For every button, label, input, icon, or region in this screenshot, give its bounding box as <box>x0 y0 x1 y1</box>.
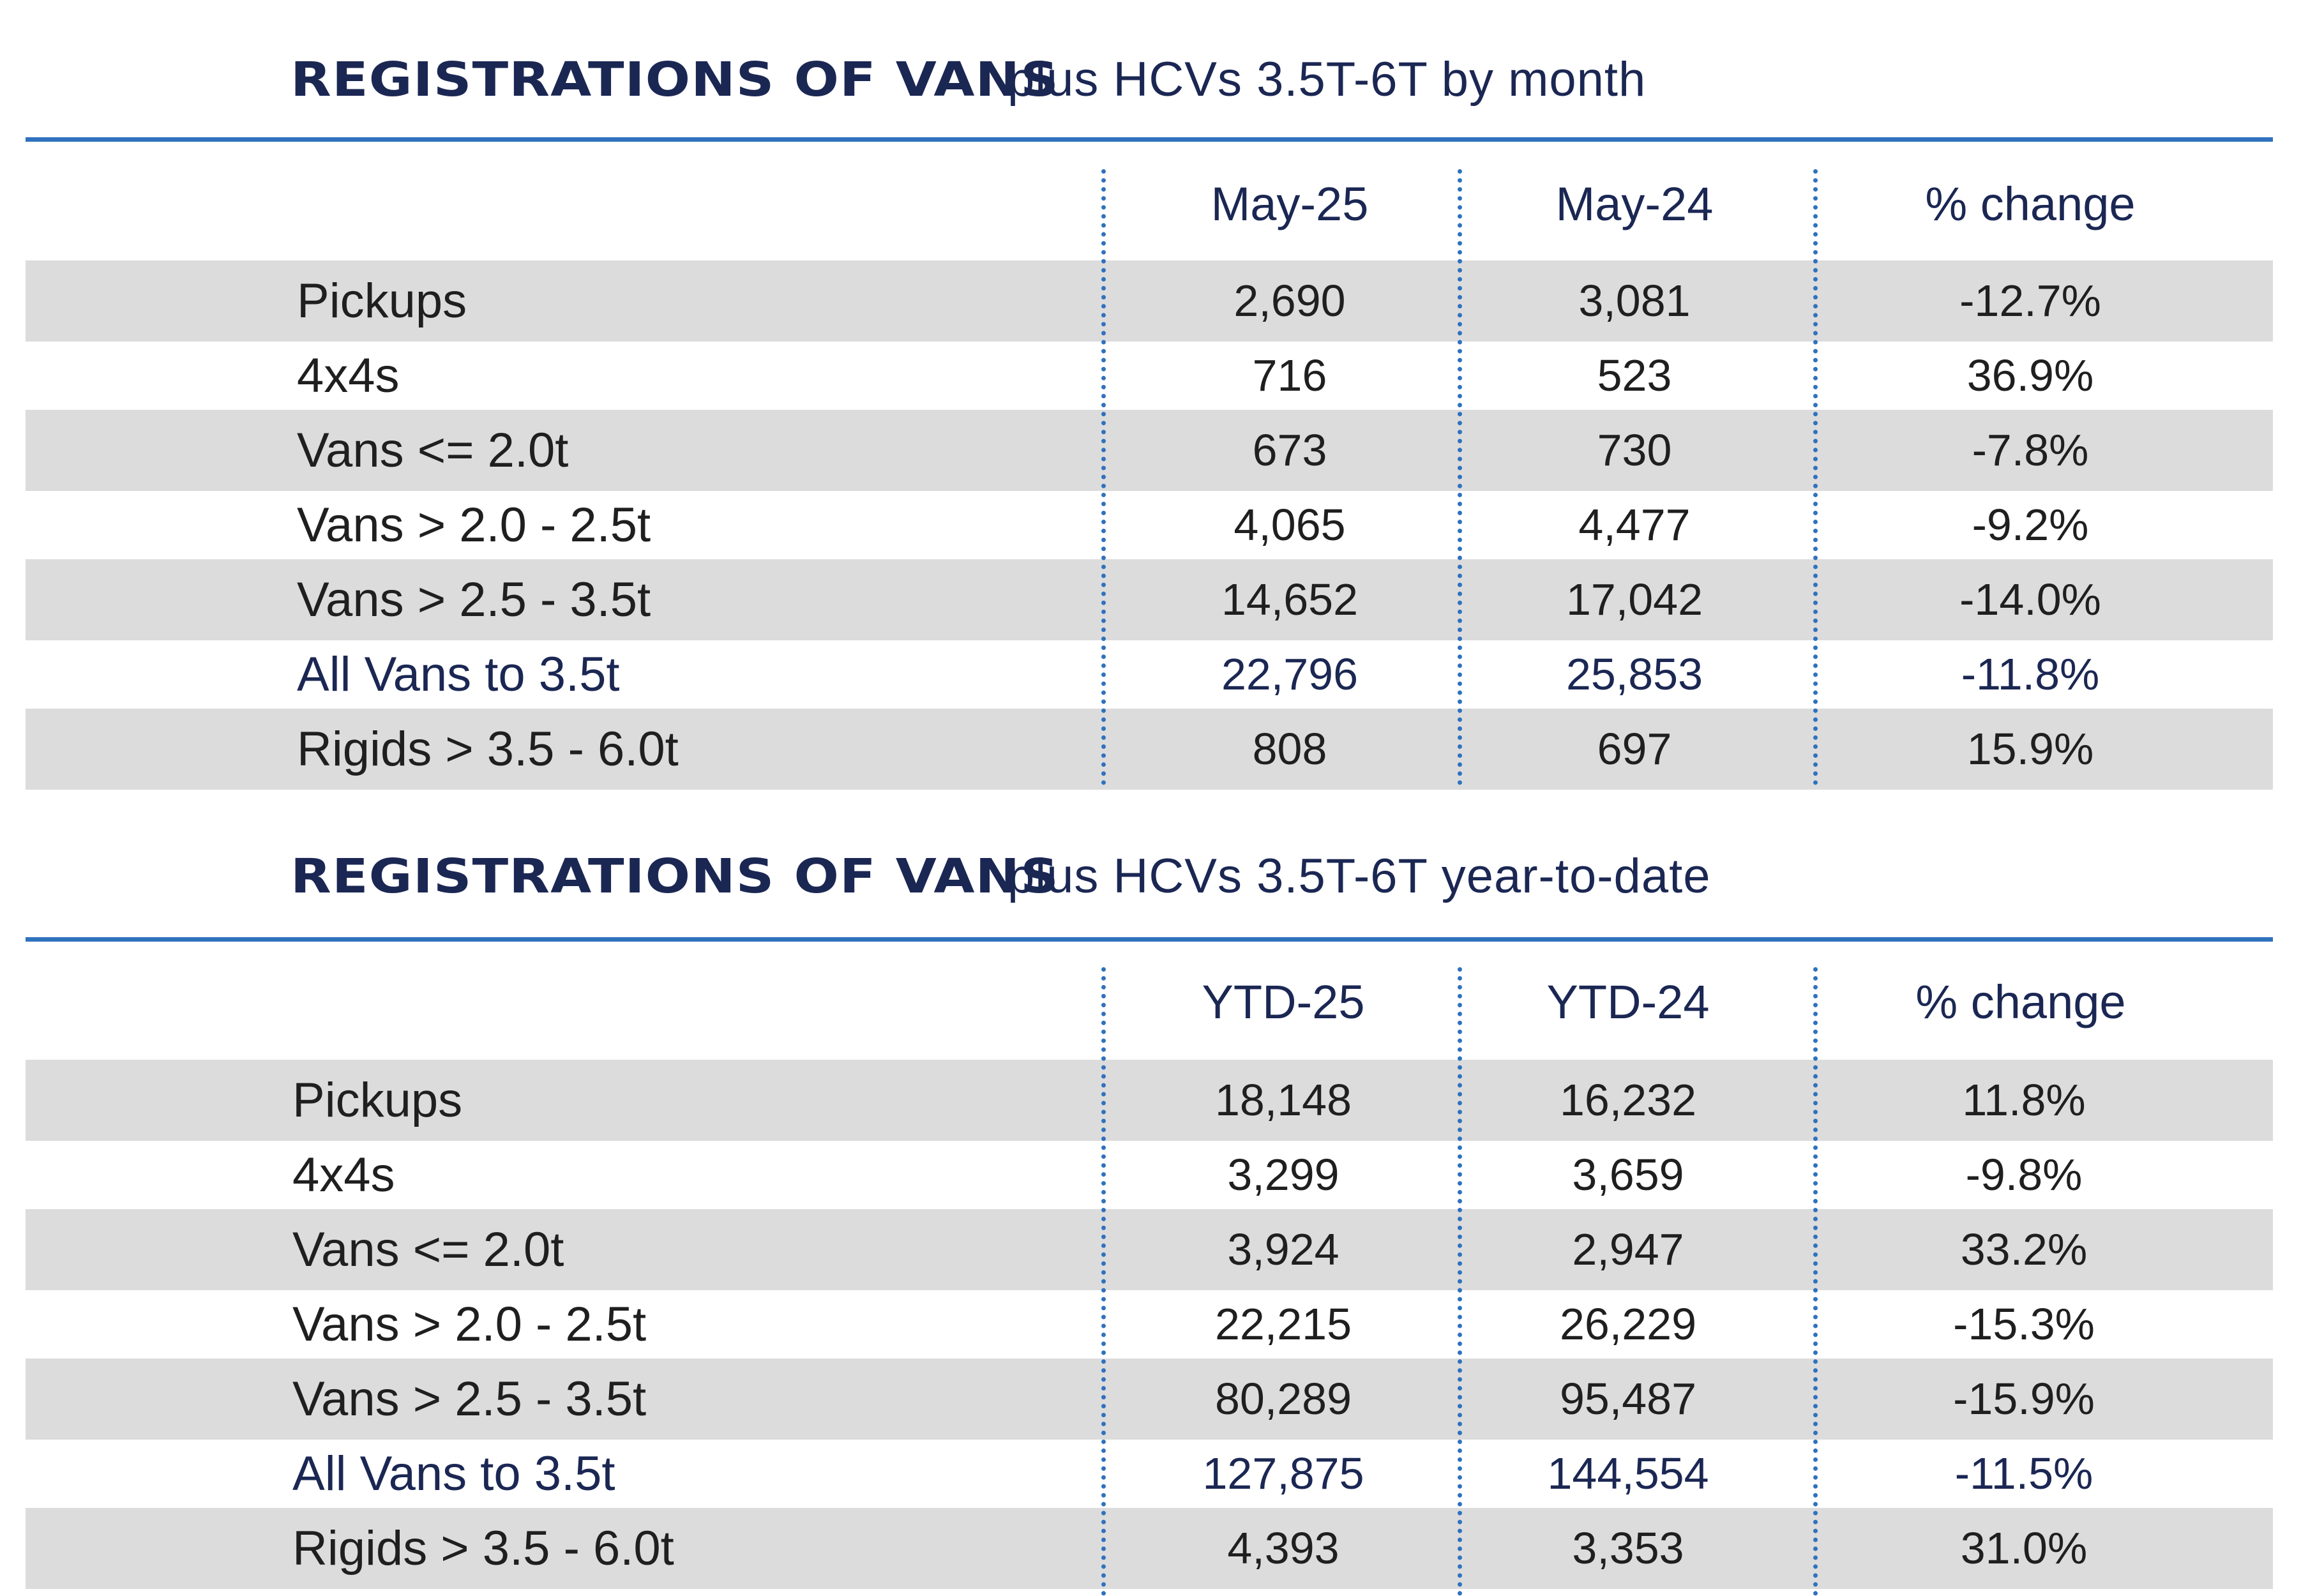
row-label: Vans <= 2.0t <box>297 423 569 478</box>
table-row: Vans > 2.5 - 3.5t 14,652 17,042 -14.0% <box>26 559 2273 640</box>
row-label: Vans > 2.5 - 3.5t <box>297 573 651 627</box>
row-value: 523 <box>1597 350 1672 400</box>
table-row: Rigids > 3.5 - 6.0t 4,393 3,353 31.0% <box>26 1508 2273 1589</box>
table-row: Pickups 18,148 16,232 11.8% <box>26 1060 2273 1141</box>
row-label: Pickups <box>292 1073 463 1127</box>
table-row: All Vans to 3.5t 22,796 25,853 -11.8% <box>26 634 2273 715</box>
table-row: Vans <= 2.0t 673 730 -7.8% <box>26 410 2273 491</box>
row-label: 4x4s <box>292 1148 395 1202</box>
row-label: 4x4s <box>297 349 400 403</box>
row-label: Vans > 2.5 - 3.5t <box>292 1372 647 1426</box>
row-label: Pickups <box>297 274 467 328</box>
row-label: Rigids > 3.5 - 6.0t <box>297 722 679 776</box>
monthly-title-rule <box>26 137 2273 142</box>
row-label: All Vans to 3.5t <box>292 1447 615 1501</box>
column-header: May-24 <box>1555 177 1714 230</box>
row-value: 17,042 <box>1565 575 1703 624</box>
row-value: -14.0% <box>1959 575 2101 624</box>
table-row: Vans > 2.5 - 3.5t 80,289 95,487 -15.9% <box>26 1359 2273 1440</box>
row-value: 3,353 <box>1572 1523 1684 1573</box>
column-divider <box>1813 967 1818 1596</box>
row-value: 36.9% <box>1966 350 2094 400</box>
row-label: Rigids > 3.5 - 6.0t <box>292 1521 674 1576</box>
column-header: % change <box>1915 975 2126 1028</box>
ytd-title-rule <box>26 937 2273 942</box>
column-divider <box>1101 967 1106 1596</box>
row-value: 4,065 <box>1233 500 1346 550</box>
row-label: Vans > 2.0 - 2.5t <box>297 498 651 552</box>
row-value: 697 <box>1597 724 1672 774</box>
row-value: 14,652 <box>1221 575 1359 624</box>
monthly-table-title: REGISTRATIONS OF VANSplus HCVs 3.5T-6T b… <box>290 45 1646 115</box>
row-value: 16,232 <box>1559 1075 1697 1125</box>
row-label: All Vans to 3.5t <box>297 647 620 702</box>
row-value: -7.8% <box>1972 425 2089 475</box>
row-value: 22,215 <box>1214 1299 1352 1349</box>
table-row: 4x4s 716 523 36.9% <box>26 335 2273 416</box>
row-value: 730 <box>1597 425 1672 475</box>
row-value: 2,690 <box>1233 276 1346 326</box>
row-value: 11.8% <box>1962 1075 2086 1125</box>
row-value: 3,924 <box>1227 1224 1339 1274</box>
ytd-table-title: REGISTRATIONS OF VANSplus HCVs 3.5T-6T y… <box>290 841 1710 912</box>
row-value: 18,148 <box>1214 1075 1352 1125</box>
row-value: 673 <box>1252 425 1327 475</box>
table-row: All Vans to 3.5t 127,875 144,554 -11.5% <box>26 1433 2273 1514</box>
column-divider <box>1458 967 1462 1596</box>
row-value: 3,659 <box>1572 1150 1684 1200</box>
row-value: 3,299 <box>1227 1150 1339 1200</box>
row-value: 808 <box>1252 724 1327 774</box>
table-row: Vans > 2.0 - 2.5t 22,215 26,229 -15.3% <box>26 1284 2273 1365</box>
row-value: 15.9% <box>1966 724 2094 774</box>
table-row: Rigids > 3.5 - 6.0t 808 697 15.9% <box>26 709 2273 790</box>
table-row: 4x4s 3,299 3,659 -9.8% <box>26 1134 2273 1216</box>
row-value: 22,796 <box>1221 649 1359 699</box>
row-value: 31.0% <box>1960 1523 2088 1573</box>
row-value: 95,487 <box>1559 1374 1697 1424</box>
table-row: Pickups 2,690 3,081 -12.7% <box>26 260 2273 342</box>
row-value: 127,875 <box>1202 1449 1364 1498</box>
row-value: 3,081 <box>1578 276 1691 326</box>
column-divider <box>1101 169 1106 785</box>
column-header: YTD-25 <box>1202 975 1365 1028</box>
row-value: 80,289 <box>1214 1374 1352 1424</box>
row-label: Vans > 2.0 - 2.5t <box>292 1297 647 1351</box>
row-value: -11.8% <box>1961 649 2100 699</box>
row-value: 144,554 <box>1547 1449 1709 1498</box>
row-value: 4,477 <box>1578 500 1691 550</box>
column-divider <box>1813 169 1818 785</box>
column-header: YTD-24 <box>1546 975 1710 1028</box>
row-value: 26,229 <box>1559 1299 1697 1349</box>
column-divider <box>1458 169 1462 785</box>
row-value: 716 <box>1252 350 1327 400</box>
row-value: -9.2% <box>1972 500 2089 550</box>
monthly-title-bold: REGISTRATIONS OF VANS <box>290 52 1059 107</box>
row-value: 25,853 <box>1565 649 1703 699</box>
monthly-title-rest: plus HCVs 3.5T-6T by month <box>1007 52 1647 107</box>
column-header: May-25 <box>1211 177 1369 230</box>
column-header: % change <box>1925 177 2136 230</box>
table-row: Vans > 2.0 - 2.5t 4,065 4,477 -9.2% <box>26 485 2273 566</box>
ytd-title-bold: REGISTRATIONS OF VANS <box>290 849 1059 904</box>
row-value: -12.7% <box>1959 276 2101 326</box>
row-value: -15.3% <box>1953 1299 2095 1349</box>
row-value: 2,947 <box>1572 1224 1684 1274</box>
row-value: 33.2% <box>1960 1224 2088 1274</box>
row-label: Vans <= 2.0t <box>292 1223 564 1277</box>
row-value: -15.9% <box>1953 1374 2095 1424</box>
ytd-title-rest: plus HCVs 3.5T-6T year-to-date <box>1007 849 1711 903</box>
row-value: -11.5% <box>1954 1449 2094 1498</box>
table-row: Vans <= 2.0t 3,924 2,947 33.2% <box>26 1209 2273 1290</box>
row-value: 4,393 <box>1227 1523 1339 1573</box>
row-value: -9.8% <box>1965 1150 2083 1200</box>
